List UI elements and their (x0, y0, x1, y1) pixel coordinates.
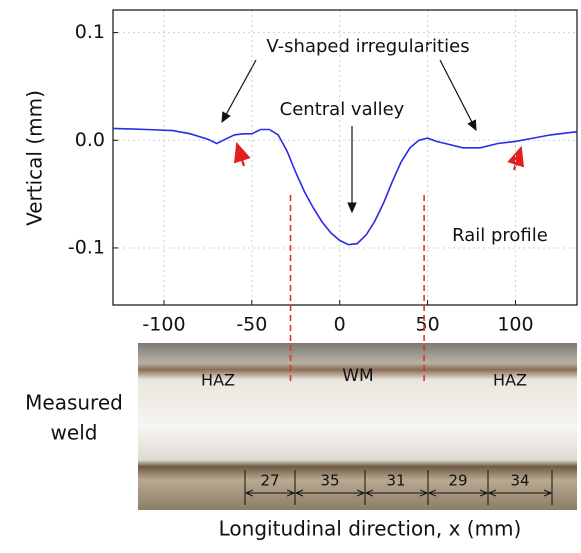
dimension: 29 (448, 472, 467, 490)
annotation: Central valley (280, 99, 405, 120)
zone-label: WM (342, 366, 373, 386)
x-tick-label: -100 (142, 314, 185, 336)
x-tick-label: -50 (236, 314, 267, 336)
page: Measured weld HAZ WM HAZ 27 35 31 29 34 … (0, 0, 581, 553)
y-tick-label: 0.0 (75, 129, 105, 151)
photo-label: Measured (25, 391, 123, 415)
series-label: Rail profile (452, 225, 548, 246)
annotation-arrows (222, 60, 476, 212)
x-tick-label: 50 (416, 314, 440, 336)
x-tick-label: 0 (334, 314, 346, 336)
y-axis-label: Vertical (mm) (23, 90, 47, 226)
photo-label: weld (51, 421, 98, 445)
dimension: 31 (386, 472, 405, 490)
annotation: V-shaped irregularities (266, 36, 469, 57)
dimension: 35 (320, 472, 339, 490)
y-tick-label: -0.1 (68, 236, 105, 258)
y-tick-label: 0.1 (75, 21, 105, 43)
chart: Measured weld HAZ WM HAZ 27 35 31 29 34 … (0, 0, 581, 549)
zone-label: HAZ (493, 371, 527, 390)
dimension: 27 (260, 472, 279, 490)
x-tick-label: 100 (497, 314, 533, 336)
zone-label: HAZ (201, 371, 235, 390)
dimension: 34 (510, 472, 529, 490)
x-axis-label: Longitudinal direction, x (mm) (219, 517, 522, 541)
